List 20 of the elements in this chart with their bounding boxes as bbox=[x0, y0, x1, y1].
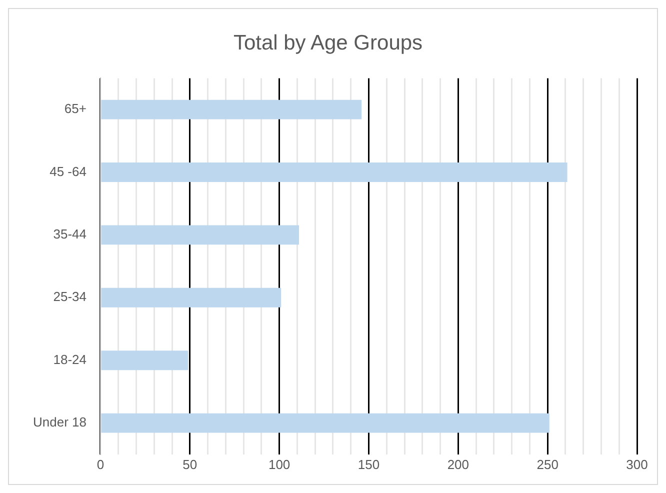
bar bbox=[101, 225, 299, 245]
y-tick-label: 18-24 bbox=[53, 352, 86, 367]
y-tick-label: 35-44 bbox=[53, 226, 86, 242]
bar bbox=[101, 413, 550, 433]
bar bbox=[101, 162, 568, 182]
x-tick-label: 100 bbox=[268, 456, 290, 472]
x-tick-label: 50 bbox=[182, 456, 198, 472]
bar bbox=[101, 100, 362, 120]
x-tick-label: 200 bbox=[447, 456, 470, 472]
x-tick-label: 250 bbox=[536, 456, 558, 472]
y-tick-label: 45 -64 bbox=[50, 164, 86, 179]
x-tick-label: 300 bbox=[626, 456, 648, 472]
x-tick-label: 0 bbox=[96, 456, 104, 472]
chart-title: Total by Age Groups bbox=[233, 31, 423, 54]
x-tick-label: 150 bbox=[358, 456, 380, 472]
y-tick-label: 25-34 bbox=[53, 289, 86, 304]
y-tick-label: 65+ bbox=[64, 101, 86, 116]
y-tick-label: Under 18 bbox=[32, 414, 86, 430]
bar bbox=[101, 350, 188, 370]
bar bbox=[101, 288, 282, 308]
